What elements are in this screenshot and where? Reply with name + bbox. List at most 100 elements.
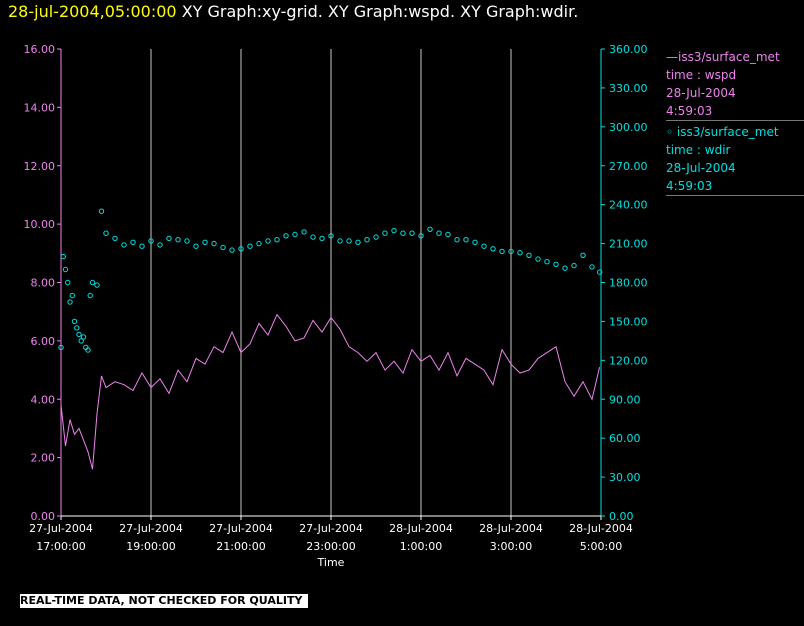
legend-wspd-time: 4:59:03 (666, 104, 713, 118)
wdir-point (67, 299, 73, 305)
wdir-point (337, 238, 343, 244)
x-tick-label-time: 3:00:00 (490, 540, 532, 553)
legend-wdir-source: ◦ iss3/surface_met (666, 125, 779, 139)
wdir-point (60, 253, 66, 260)
right-tick-label: 240.00 (609, 199, 648, 212)
wdir-point (139, 243, 145, 249)
x-tick-label-date: 27-Jul-2004 (299, 522, 363, 535)
right-tick-label: 330.00 (609, 82, 648, 95)
x-tick-label-time: 5:00:00 (580, 540, 622, 553)
wdir-point (74, 325, 80, 331)
quality-warning: REAL-TIME DATA, NOT CHECKED FOR QUALITY (20, 594, 309, 608)
right-tick-label: 300.00 (609, 121, 648, 134)
wdir-point (175, 237, 181, 243)
wdir-point (85, 347, 91, 353)
left-tick-label: 4.00 (31, 393, 56, 406)
wdir-point (193, 243, 199, 249)
wdir-point (400, 230, 406, 236)
wdir-point (596, 269, 603, 275)
wdir-point (571, 262, 577, 269)
right-tick-label: 210.00 (609, 238, 648, 251)
legend: —iss3/surface_met time : wspd 28-Jul-200… (666, 48, 804, 198)
wdir-point (544, 259, 550, 265)
wdir-point (490, 246, 496, 252)
left-tick-label: 2.00 (31, 452, 56, 465)
wdir-point (553, 261, 559, 267)
wdir-point (157, 242, 163, 248)
legend-entry-wdir: ◦ iss3/surface_met time : wdir 28-Jul-20… (666, 123, 804, 195)
wdir-point (211, 240, 217, 247)
wdir-point (427, 226, 433, 233)
wdir-point (301, 229, 307, 235)
x-tick-label-date: 27-Jul-2004 (29, 522, 93, 535)
wdir-point (65, 279, 71, 286)
right-tick-label: 30.00 (609, 471, 641, 484)
wdir-point (481, 243, 487, 249)
x-tick-label-date: 28-Jul-2004 (569, 522, 633, 535)
left-tick-label: 6.00 (31, 335, 56, 348)
wdir-point (220, 244, 226, 251)
legend-wdir-time: 4:59:03 (666, 179, 713, 193)
wdir-point (526, 252, 532, 259)
wdir-point (580, 252, 586, 259)
header-timestamp: 28-jul-2004,05:00:00 (8, 2, 177, 21)
wdir-point (445, 231, 451, 238)
wdir-point (589, 264, 595, 270)
left-tick-label: 12.00 (24, 160, 56, 173)
right-tick-label: 0.00 (609, 510, 634, 523)
wdir-point (87, 292, 93, 299)
wdir-point (364, 237, 370, 243)
x-tick-label-time: 23:00:00 (306, 540, 355, 553)
left-tick-label: 16.00 (24, 43, 56, 56)
wdir-point (166, 235, 172, 242)
right-tick-label: 180.00 (609, 277, 648, 290)
wdir-point (80, 334, 87, 340)
wdir-point (535, 256, 541, 262)
right-tick-label: 270.00 (609, 160, 648, 173)
wdir-point (256, 240, 262, 247)
wdir-point (112, 235, 118, 242)
x-tick-label-date: 27-Jul-2004 (119, 522, 183, 535)
wdir-point (463, 237, 469, 243)
wdir-point (238, 246, 244, 252)
legend-wspd-date: 28-Jul-2004 (666, 86, 736, 100)
wdir-point (292, 231, 298, 238)
vertical-gridlines (150, 49, 512, 516)
header-graph-list: XY Graph:xy-grid. XY Graph:wspd. XY Grap… (181, 2, 579, 21)
wdir-point (328, 233, 334, 239)
wdir-point (499, 248, 505, 255)
wdir-series (58, 208, 603, 353)
wdir-point (319, 235, 325, 242)
graph-header: 28-jul-2004,05:00:00 XY Graph:xy-grid. X… (8, 2, 578, 21)
wdir-point (58, 344, 64, 351)
right-tick-label: 90.00 (609, 393, 641, 406)
legend-divider (666, 195, 804, 196)
legend-entry-wspd: —iss3/surface_met time : wspd 28-Jul-200… (666, 48, 804, 120)
wdir-point (78, 338, 84, 344)
right-tick-label: 60.00 (609, 432, 641, 445)
legend-divider (666, 120, 804, 121)
x-tick-label-time: 1:00:00 (400, 540, 442, 553)
legend-wspd-source: —iss3/surface_met (666, 50, 780, 64)
tick-labels: 27-Jul-2004 17:00:00 27-Jul-2004 19:00:00 27… (24, 43, 648, 553)
left-tick-label: 10.00 (24, 218, 56, 231)
wdir-point (508, 248, 514, 255)
x-tick-label-time: 19:00:00 (126, 540, 175, 553)
wdir-point (229, 247, 235, 253)
left-tick-label: 8.00 (31, 277, 56, 290)
wdir-point (562, 265, 568, 271)
wdir-point (103, 230, 109, 236)
x-tick-label-time: 21:00:00 (216, 540, 265, 553)
wdir-point (265, 238, 271, 244)
wdir-point (373, 234, 379, 240)
wdir-point (89, 279, 96, 286)
wspd-line (60, 313, 601, 470)
wdir-point (310, 234, 316, 240)
x-tick-label-date: 28-Jul-2004 (389, 522, 453, 535)
wdir-point (409, 230, 415, 236)
x-axis-label: Time (317, 556, 345, 569)
wdir-point (355, 239, 361, 246)
wdir-point (98, 208, 105, 214)
wdir-point (274, 237, 280, 243)
